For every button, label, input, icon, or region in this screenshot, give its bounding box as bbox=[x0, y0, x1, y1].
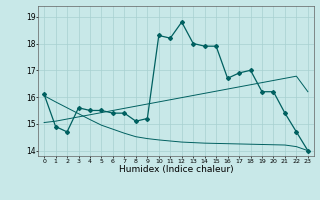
X-axis label: Humidex (Indice chaleur): Humidex (Indice chaleur) bbox=[119, 165, 233, 174]
